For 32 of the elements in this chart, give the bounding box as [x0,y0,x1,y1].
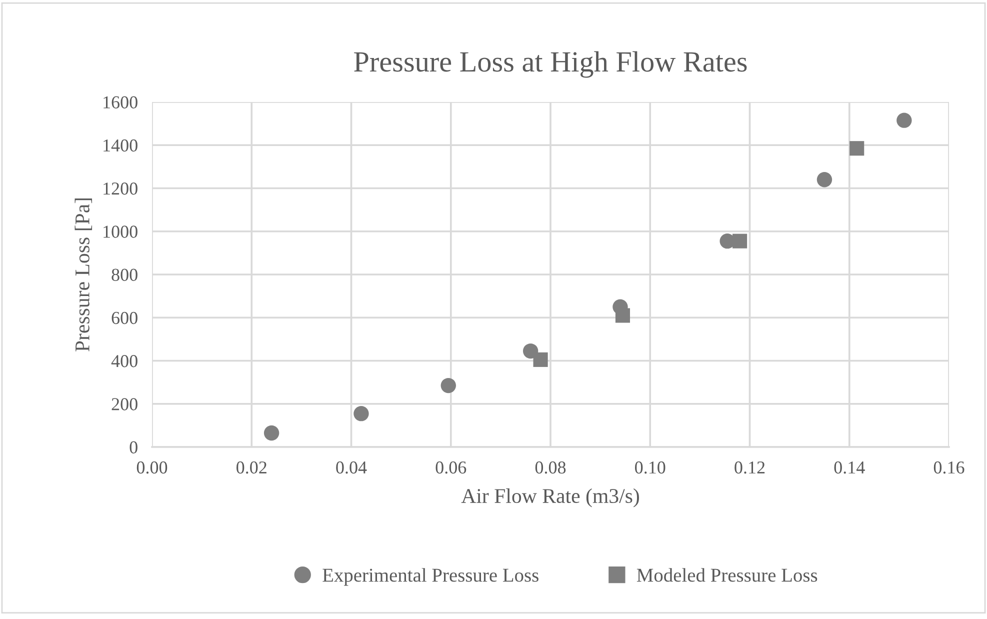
y-tick-label: 600 [112,312,138,324]
legend-label: Modeled Pressure Loss [636,568,818,582]
x-tick-label: 0.10 [635,461,666,474]
x-tick-label: 0.04 [336,461,367,474]
y-tick-label: 1600 [104,96,138,108]
point [732,234,748,248]
point [264,425,280,441]
y-tick-label: 1200 [104,182,138,195]
point [354,406,369,422]
x-tick-label: 0.02 [236,461,266,474]
y-axis-title: Pressure Loss [Pa] [74,198,92,352]
x-tick-label: 0.06 [436,461,466,474]
y-tick-label: 200 [112,398,138,410]
y-tick-label: 1400 [104,139,138,152]
y-tick-label: 800 [112,268,138,281]
x-axis-title: Air Flow Rate (m3/s) [461,488,639,508]
y-tick-label: 0 [130,441,138,454]
point [816,172,832,188]
x-tick-label: 0.14 [834,461,865,474]
x-tick-label: 0.00 [136,461,168,474]
point [896,112,912,128]
point [440,378,456,394]
point [615,308,630,323]
point [533,352,548,367]
chart-title: Pressure Loss at High Flow Rates [354,51,747,78]
x-tick-label: 0.16 [934,461,964,474]
x-tick-label: 0.08 [535,461,566,474]
point [850,141,864,156]
y-tick-label: 400 [111,355,138,368]
y-tick-label: 1000 [104,226,138,238]
x-tick-label: 0.12 [734,461,765,474]
legend-label: Experimental Pressure Loss [322,568,538,586]
